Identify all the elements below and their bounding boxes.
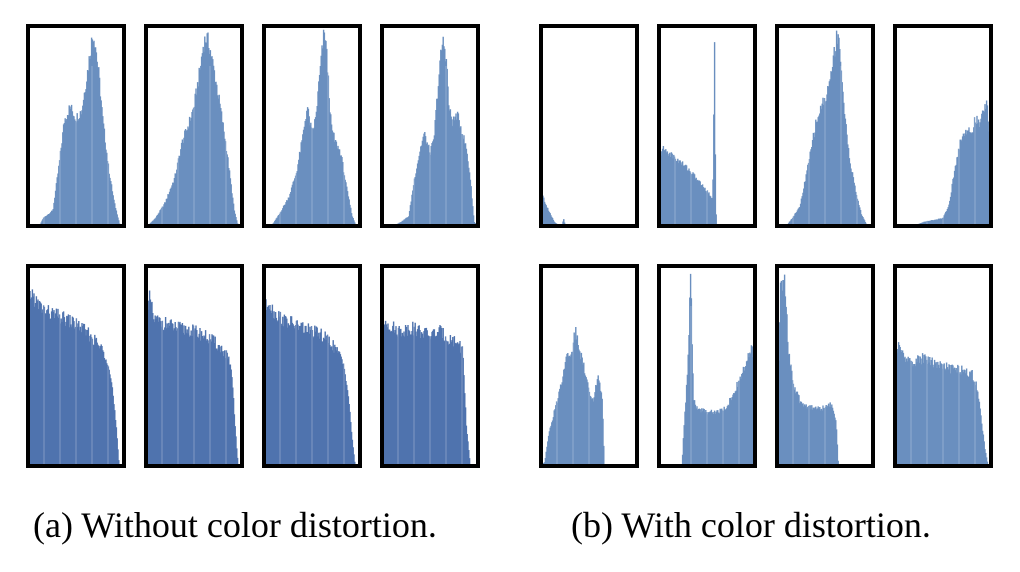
histogram-frame: [380, 264, 480, 468]
histogram-area: [28, 37, 124, 227]
histogram-panel-a-1-3: [262, 24, 362, 228]
histogram-panel-a-2-4: [380, 264, 480, 468]
histogram-frame: [262, 264, 362, 468]
histogram-area: [145, 290, 242, 467]
histogram-panel-a-2-3: [262, 264, 362, 468]
histogram-panel-b-1-3: [775, 24, 875, 228]
histogram-frame: [539, 24, 639, 228]
histogram-area: [146, 32, 242, 227]
histogram-frame: [657, 24, 757, 228]
histogram-panel-a-2-1: [26, 264, 126, 468]
histogram-panel-b-1-4: [893, 24, 993, 228]
histogram-area: [777, 30, 873, 227]
histogram-panel-a-2-2: [144, 264, 244, 468]
histogram-panel-a-1-2: [144, 24, 244, 228]
histogram-frame: [144, 264, 244, 468]
histogram-frame: [26, 264, 126, 468]
histogram-panel-b-2-2: [657, 264, 757, 468]
histogram-frame: [893, 24, 993, 228]
histogram-area: [381, 320, 478, 467]
caption-a: (a) Without color distortion.: [33, 505, 437, 545]
histogram-panel-b-2-4: [893, 264, 993, 468]
histogram-panel-b-1-2: [657, 24, 757, 228]
histogram-frame: [657, 264, 757, 468]
histogram-area: [659, 273, 756, 467]
histogram-frame: [539, 264, 639, 468]
histogram-area: [27, 289, 124, 467]
histogram-frame: [26, 24, 126, 228]
histogram-frame: [775, 264, 875, 468]
histogram-frame: [775, 24, 875, 228]
histogram-figure: [26, 24, 993, 468]
histogram-frame: [380, 24, 480, 228]
histogram-panel-b-1-1: [539, 24, 639, 228]
histogram-area: [263, 299, 360, 467]
histogram-frame: [893, 264, 993, 468]
histogram-area: [894, 342, 991, 467]
histogram-frame: [144, 24, 244, 228]
caption-b: (b) With color distortion.: [571, 505, 931, 545]
histogram-panel-b-2-3: [775, 264, 875, 468]
histogram-panel-a-1-1: [26, 24, 126, 228]
histogram-area: [264, 29, 360, 227]
histogram-panel-a-1-4: [380, 24, 480, 228]
histogram-panel-b-2-1: [539, 264, 639, 468]
histogram-area: [382, 36, 479, 227]
histogram-frame: [262, 24, 362, 228]
